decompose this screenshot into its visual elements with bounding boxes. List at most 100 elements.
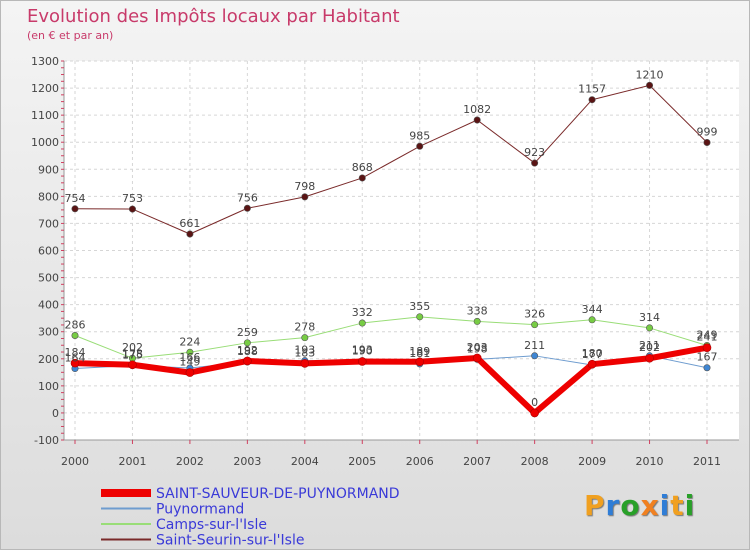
data-label: 754 — [65, 192, 86, 205]
y-tick-label: 0 — [52, 407, 59, 420]
logo-letter: r — [605, 489, 621, 522]
data-point — [301, 193, 309, 201]
data-label: 189 — [409, 345, 430, 358]
data-label: 259 — [237, 326, 258, 339]
data-label: 241 — [697, 331, 718, 344]
data-point — [301, 334, 309, 342]
data-label: 203 — [467, 341, 488, 354]
x-tick-label: 2008 — [521, 455, 549, 468]
data-label: 211 — [524, 339, 545, 352]
logo-letter: i — [684, 489, 696, 522]
data-label: 180 — [582, 347, 603, 360]
data-point — [416, 142, 424, 150]
data-point — [703, 138, 711, 146]
data-point — [530, 408, 539, 418]
y-tick-label: 1200 — [31, 82, 59, 95]
series-line-2 — [74, 316, 708, 359]
data-label: 211 — [639, 339, 660, 352]
data-point — [531, 321, 539, 329]
logo-letter: P — [584, 489, 606, 522]
data-label: 314 — [639, 311, 660, 324]
x-tick-label: 2002 — [176, 455, 204, 468]
data-label: 188 — [237, 345, 258, 358]
x-tick-label: 2011 — [693, 455, 721, 468]
x-tick-label: 2003 — [233, 455, 261, 468]
y-tick-label: 1300 — [31, 55, 59, 68]
x-tick-label: 2004 — [291, 455, 319, 468]
data-point — [587, 359, 597, 369]
data-label: 175 — [122, 349, 143, 362]
data-label: 355 — [409, 300, 430, 313]
data-label: 167 — [697, 351, 718, 364]
data-label: 164 — [65, 352, 86, 365]
data-point — [71, 332, 79, 340]
data-point — [128, 205, 136, 213]
data-point — [70, 358, 80, 368]
data-label: 1210 — [636, 68, 664, 81]
data-point — [71, 205, 79, 213]
legend-label: Saint-Seurin-sur-l'Isle — [156, 533, 304, 549]
chart-subtitle: (en € et par an) — [27, 29, 114, 42]
data-label: 326 — [524, 308, 545, 321]
data-label: 344 — [582, 303, 603, 316]
data-label: 798 — [294, 180, 315, 193]
data-point — [472, 353, 482, 363]
x-tick-label: 2007 — [463, 455, 491, 468]
x-tick-label: 2001 — [118, 455, 146, 468]
x-tick-label: 2000 — [61, 455, 89, 468]
data-label: 753 — [122, 192, 143, 205]
series-line-0 — [74, 344, 708, 416]
x-tick-label: 2006 — [406, 455, 434, 468]
data-label: 868 — [352, 161, 373, 174]
data-label: 1157 — [578, 83, 606, 96]
data-point — [646, 81, 654, 89]
y-tick-label: 800 — [38, 190, 59, 203]
data-label: 999 — [697, 125, 718, 138]
legend-label: Puynormand — [156, 502, 244, 518]
data-label: 193 — [294, 344, 315, 357]
legend-label: Camps-sur-l'Isle — [156, 517, 267, 533]
data-label: 985 — [409, 129, 430, 142]
data-label: 286 — [65, 319, 86, 332]
data-label: 202 — [639, 341, 660, 354]
data-label: 181 — [409, 347, 430, 360]
data-label: 224 — [179, 335, 200, 348]
data-point — [473, 116, 481, 124]
logo-letter: i — [659, 489, 671, 522]
data-point — [703, 364, 711, 372]
y-tick-label: 900 — [38, 163, 59, 176]
data-label: 338 — [467, 304, 488, 317]
data-label: 249 — [697, 329, 718, 342]
data-label: 190 — [352, 344, 373, 357]
data-point — [473, 317, 481, 325]
data-label: 198 — [467, 342, 488, 355]
data-point — [300, 359, 310, 368]
data-point — [702, 343, 712, 352]
data-point — [243, 339, 251, 347]
data-label: 202 — [122, 341, 143, 354]
data-point — [646, 324, 654, 332]
y-tick-label: 600 — [38, 245, 59, 258]
data-label: 183 — [294, 346, 315, 359]
x-tick-label: 2010 — [636, 455, 664, 468]
legend-label: SAINT-SAUVEUR-DE-PUYNORMAND — [156, 486, 400, 502]
data-point — [243, 204, 251, 212]
logo-letter: o — [620, 489, 641, 522]
series-line-3 — [74, 84, 708, 235]
y-tick-label: 100 — [38, 380, 59, 393]
data-label: 1082 — [463, 103, 491, 116]
y-tick-label: 700 — [38, 217, 59, 230]
data-label: 184 — [65, 346, 86, 359]
data-point — [415, 357, 425, 367]
y-tick-label: 400 — [38, 299, 59, 312]
data-label: 756 — [237, 191, 258, 204]
data-label: 177 — [582, 348, 603, 361]
x-tick-label: 2005 — [348, 455, 376, 468]
data-label: 923 — [524, 146, 545, 159]
data-label: 0 — [531, 396, 538, 409]
proxiti-logo: Proxiti — [584, 489, 695, 522]
data-label: 166 — [179, 351, 200, 364]
data-point — [357, 357, 367, 366]
